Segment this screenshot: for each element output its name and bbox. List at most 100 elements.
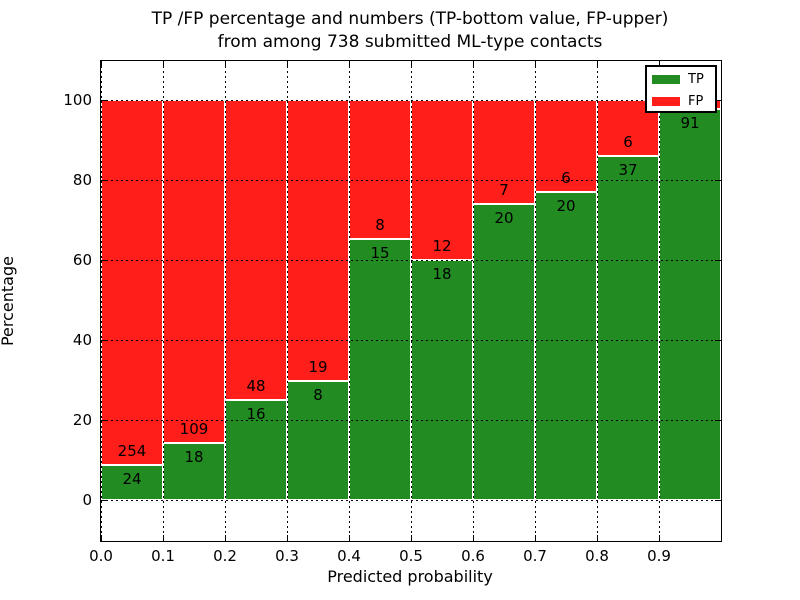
x-tick-label: 0.4 <box>337 547 361 565</box>
y-axis-label: Percentage <box>0 256 17 347</box>
fp-bar-segment <box>349 100 411 240</box>
x-tick-bottom <box>659 535 660 541</box>
y-tick-left <box>101 180 107 181</box>
tp-count-label: 20 <box>556 197 576 216</box>
y-tick-right <box>715 100 721 101</box>
tp-count-label: 18 <box>432 265 452 283</box>
tp-bar-segment <box>597 155 659 500</box>
fp-count-label: 12 <box>432 237 452 255</box>
legend-row-tp: TP <box>652 69 715 89</box>
y-tick-left <box>101 340 107 341</box>
x-tick-top <box>597 61 598 67</box>
v-gridline <box>349 61 350 541</box>
y-tick-left <box>101 500 107 501</box>
x-tick-top <box>535 61 536 67</box>
y-tick-left <box>101 100 107 101</box>
y-tick-left <box>101 260 107 261</box>
tp-count-label: 24 <box>122 470 142 489</box>
x-tick-label: 0.1 <box>151 547 175 565</box>
v-gridline <box>473 61 474 541</box>
tp-count-label: 18 <box>184 448 204 467</box>
fp-count-label: 109 <box>179 420 209 439</box>
tp-count-label: 91 <box>680 113 700 132</box>
fp-count-label: 48 <box>246 377 266 395</box>
x-tick-label: 0.9 <box>647 547 671 565</box>
tp-bar-segment <box>535 192 597 500</box>
x-tick-top <box>225 61 226 67</box>
bars-layer: 254 24 109 18 48 16 19 8 8 15 12 18 7 20 6 20 6 37 91 <box>101 61 721 541</box>
tp-count-label: 15 <box>370 244 390 263</box>
x-tick-bottom <box>535 535 536 541</box>
y-tick-right <box>715 420 721 421</box>
y-tick-label: 40 <box>72 331 92 349</box>
x-tick-top <box>411 61 412 67</box>
v-gridline <box>101 61 102 541</box>
v-gridline <box>597 61 598 541</box>
x-tick-bottom <box>597 535 598 541</box>
x-tick-label: 0.3 <box>275 547 299 565</box>
legend-label-fp: FP <box>688 93 704 109</box>
tp-bar-segment <box>287 381 349 500</box>
x-tick-label: 0.2 <box>213 547 237 565</box>
x-tick-bottom <box>411 535 412 541</box>
fp-count-label: 254 <box>117 442 147 461</box>
tp-bar-segment <box>101 465 163 500</box>
fp-bar-segment <box>163 100 225 444</box>
x-tick-top <box>659 61 660 67</box>
x-tick-bottom <box>225 535 226 541</box>
x-tick-bottom <box>473 535 474 541</box>
v-gridline <box>225 61 226 541</box>
y-tick-label: 100 <box>63 91 92 109</box>
x-tick-bottom <box>349 535 350 541</box>
legend: TP FP <box>645 65 717 113</box>
y-tick-right <box>715 500 721 501</box>
x-tick-top <box>101 61 102 67</box>
tp-count-label: 16 <box>246 405 266 423</box>
x-tick-bottom <box>101 535 102 541</box>
tp-count-label: 20 <box>494 208 514 227</box>
x-tick-top <box>349 61 350 67</box>
chart-title-line2: from among 738 submitted ML-type contact… <box>217 32 603 52</box>
fp-bar-segment <box>101 100 163 466</box>
x-tick-label: 0.5 <box>399 547 423 565</box>
x-tick-bottom <box>163 535 164 541</box>
fp-bar-segment <box>225 100 287 400</box>
fp-count-label: 6 <box>623 132 633 151</box>
fp-count-label: 8 <box>375 216 385 235</box>
y-tick-right <box>715 260 721 261</box>
tp-bar-segment <box>411 260 473 500</box>
tp-bar-segment <box>473 203 535 500</box>
x-tick-top <box>287 61 288 67</box>
v-gridline <box>411 61 412 541</box>
x-axis-label: Predicted probability <box>327 567 493 586</box>
y-tick-label: 0 <box>82 491 92 509</box>
fp-count-label: 7 <box>499 180 509 199</box>
legend-row-fp: FP <box>652 91 715 111</box>
y-tick-left <box>101 420 107 421</box>
x-tick-top <box>473 61 474 67</box>
y-tick-right <box>715 340 721 341</box>
tp-bar-segment <box>659 108 721 500</box>
y-tick-label: 60 <box>72 251 92 269</box>
plot-area: 254 24 109 18 48 16 19 8 8 15 12 18 7 20 6 20 6 37 91 <box>100 60 722 542</box>
v-gridline <box>163 61 164 541</box>
v-gridline <box>287 61 288 541</box>
x-tick-top <box>163 61 164 67</box>
v-gridline <box>535 61 536 541</box>
x-tick-bottom <box>287 535 288 541</box>
x-tick-label: 0.0 <box>89 547 113 565</box>
tp-bar-segment <box>163 443 225 500</box>
y-tick-right <box>715 180 721 181</box>
tp-count-label: 8 <box>313 386 323 405</box>
y-tick-label: 20 <box>72 411 92 429</box>
fp-count-label: 19 <box>308 358 328 377</box>
v-gridline <box>659 61 660 541</box>
fp-count-label: 6 <box>561 169 571 188</box>
tp-count-label: 37 <box>618 160 638 179</box>
legend-label-tp: TP <box>688 71 704 87</box>
tp-swatch-icon <box>652 74 680 84</box>
tp-bar-segment <box>349 239 411 500</box>
x-tick-label: 0.8 <box>585 547 609 565</box>
fp-swatch-icon <box>652 96 680 106</box>
